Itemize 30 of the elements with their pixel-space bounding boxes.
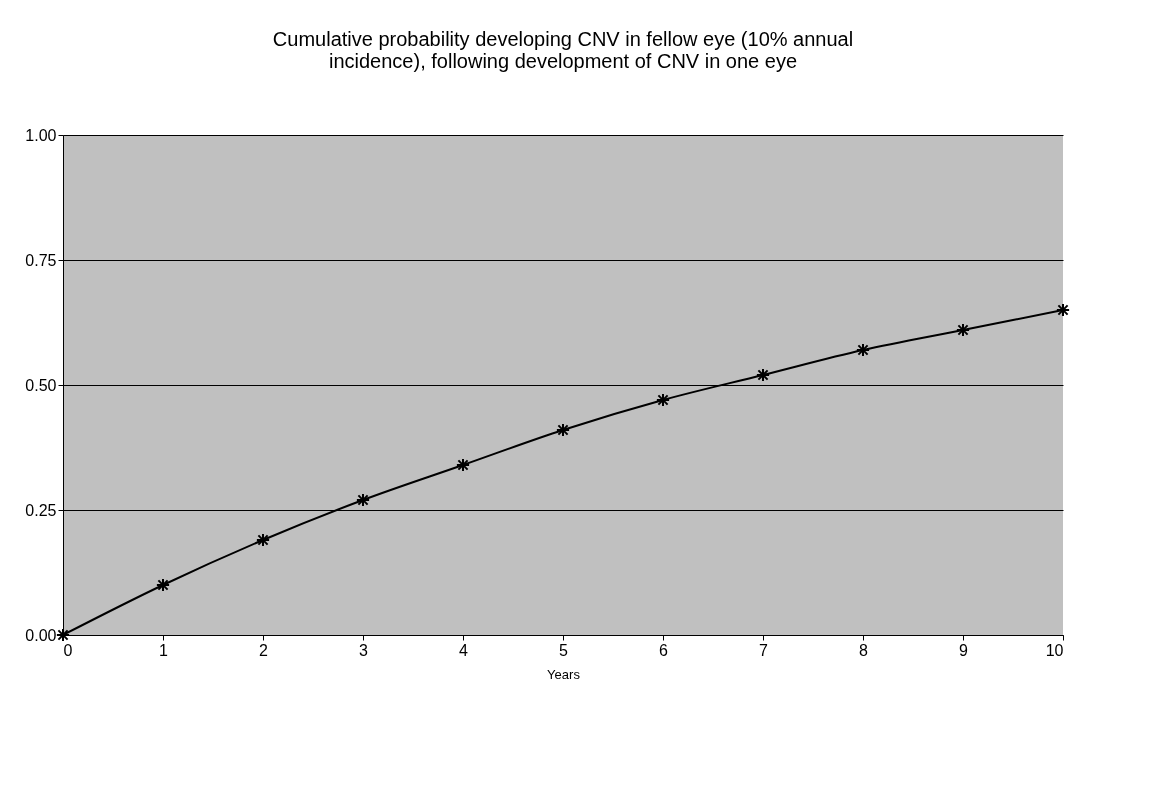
y-tick-label: 0.00 — [25, 626, 57, 644]
text: Cumulative probability developing CNV in fellow eye (10% annual — [272, 28, 854, 50]
x-tick-label: 5 — [559, 641, 569, 659]
x-tick-label: 6 — [659, 641, 669, 659]
point — [155, 577, 171, 593]
point — [955, 322, 971, 338]
point — [455, 457, 471, 473]
point — [555, 422, 571, 438]
y-tick-label: 0.75 — [25, 251, 57, 269]
point — [755, 367, 771, 383]
y-tick-label: 0.25 — [25, 501, 57, 519]
x-tick-label: 1 — [159, 641, 169, 659]
x-tick-label: 10 — [1045, 641, 1064, 659]
x-tick-label: 0 — [63, 641, 73, 659]
text: incidence), following development of CNV in one eye — [328, 50, 798, 72]
y-tick-label: 1.00 — [25, 126, 57, 144]
x-tick-label: 2 — [259, 641, 269, 659]
point — [355, 492, 371, 508]
point — [255, 532, 271, 548]
point — [855, 342, 871, 358]
x-tick-label: 4 — [459, 641, 469, 659]
point — [55, 627, 71, 643]
x-tick-label: 3 — [359, 641, 369, 659]
x-tick-label: 7 — [759, 641, 769, 659]
point — [655, 392, 671, 408]
x-tick-label: 8 — [859, 641, 869, 659]
x-axis-title: Years — [547, 666, 581, 682]
x-tick-label: 9 — [959, 641, 969, 659]
y-tick-label: 0.50 — [25, 376, 57, 394]
point — [1055, 302, 1071, 318]
